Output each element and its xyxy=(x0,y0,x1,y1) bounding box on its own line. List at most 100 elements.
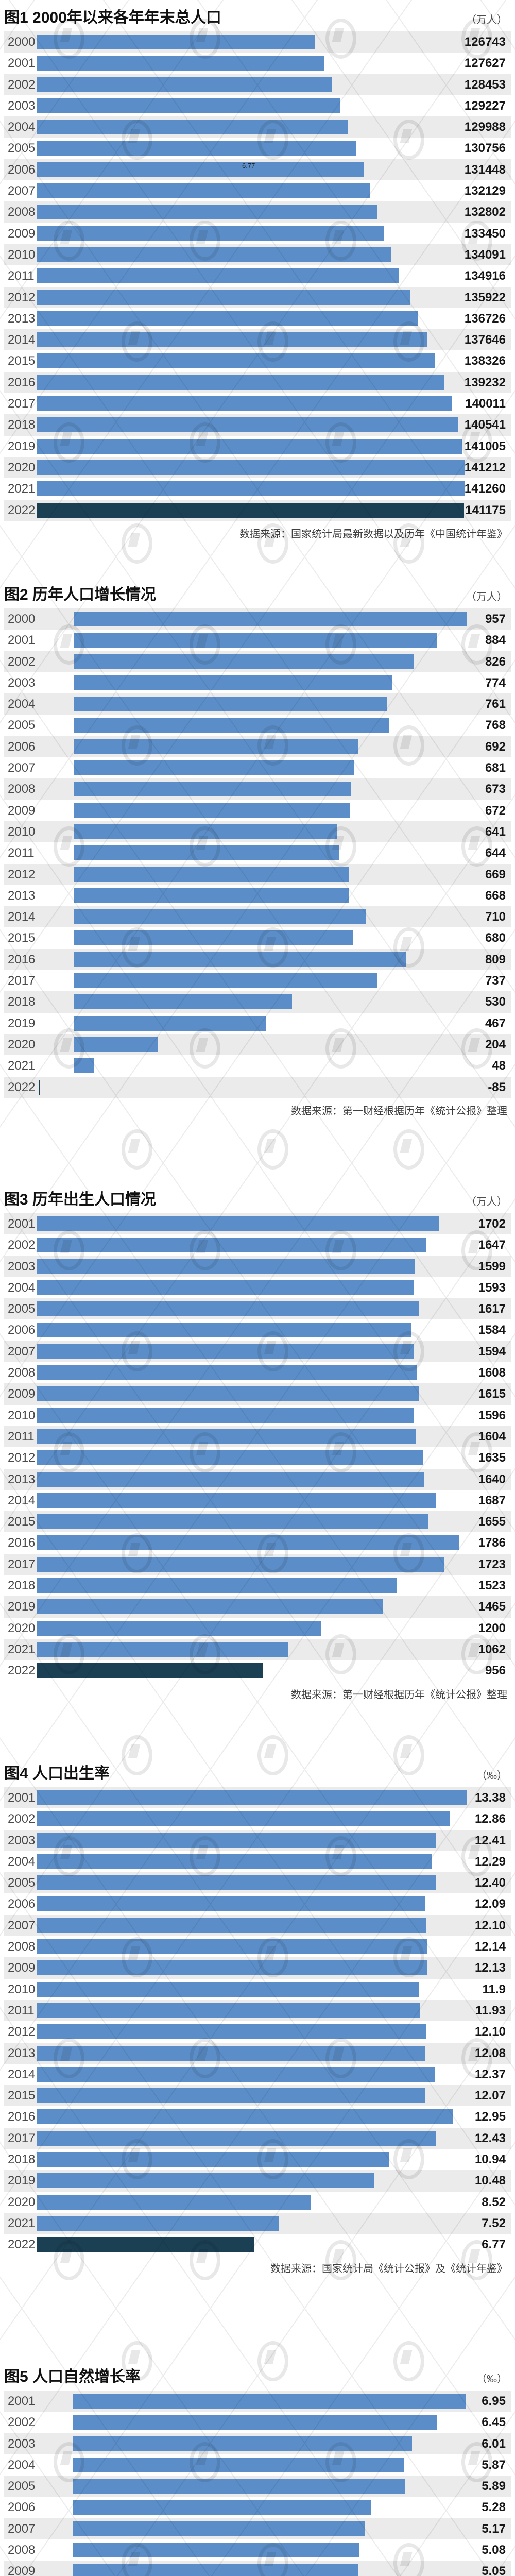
value-bar[interactable] xyxy=(37,1408,415,1423)
value-bar[interactable] xyxy=(74,760,354,776)
value-bar[interactable] xyxy=(74,930,354,946)
value-bar[interactable] xyxy=(37,481,466,497)
value-bar[interactable] xyxy=(74,952,407,967)
value-bar[interactable] xyxy=(74,994,292,1010)
value-bar[interactable] xyxy=(37,1280,414,1295)
value-bar[interactable] xyxy=(37,460,465,475)
value-bar[interactable] xyxy=(37,417,458,433)
value-bar[interactable] xyxy=(74,782,351,797)
value-bar[interactable] xyxy=(37,2130,437,2146)
value-bar[interactable] xyxy=(37,1535,459,1551)
value-bar[interactable] xyxy=(37,1790,467,1805)
value-bar[interactable] xyxy=(37,1259,415,1274)
value-bar[interactable] xyxy=(37,1599,384,1615)
value-bar[interactable] xyxy=(73,2436,413,2451)
value-bar[interactable] xyxy=(37,1365,417,1381)
value-bar[interactable] xyxy=(74,824,338,839)
value-bar[interactable] xyxy=(37,141,356,156)
value-bar[interactable] xyxy=(37,1875,436,1891)
value-bar[interactable] xyxy=(37,1896,426,1912)
value-bar[interactable] xyxy=(73,2500,371,2515)
value-bar[interactable] xyxy=(37,311,418,326)
value-bar[interactable] xyxy=(37,2024,426,2040)
value-bar[interactable] xyxy=(37,2194,311,2210)
value-bar[interactable] xyxy=(37,1918,426,1933)
value-bar[interactable] xyxy=(37,1238,426,1253)
value-bar[interactable] xyxy=(37,502,465,518)
value-bar[interactable] xyxy=(37,1493,436,1508)
value-label: 737 xyxy=(485,974,506,988)
value-bar[interactable] xyxy=(73,2564,358,2576)
value-bar[interactable] xyxy=(37,2152,389,2167)
value-bar[interactable] xyxy=(73,2415,437,2430)
value-bar[interactable] xyxy=(37,1578,397,1594)
value-bar[interactable] xyxy=(37,375,444,390)
value-bar[interactable] xyxy=(37,1450,424,1466)
value-bar[interactable] xyxy=(37,1620,321,1636)
value-bar[interactable] xyxy=(37,1216,439,1231)
value-bar[interactable] xyxy=(74,867,349,882)
value-bar[interactable] xyxy=(37,183,371,199)
value-bar[interactable] xyxy=(73,2521,365,2536)
value-bar[interactable] xyxy=(74,633,437,648)
value-bar[interactable] xyxy=(37,1323,411,1338)
value-bar[interactable] xyxy=(37,1811,451,1827)
value-bar[interactable] xyxy=(74,739,358,754)
value-bar[interactable] xyxy=(74,1037,158,1052)
value-bar[interactable] xyxy=(37,396,452,412)
value-bar[interactable] xyxy=(37,2215,279,2231)
value-bar[interactable] xyxy=(74,1058,94,1074)
value-bar[interactable] xyxy=(37,98,340,113)
value-bar[interactable] xyxy=(37,1556,444,1572)
value-bar[interactable] xyxy=(37,77,333,92)
value-bar[interactable] xyxy=(74,973,377,989)
value-bar[interactable] xyxy=(37,120,349,135)
value-bar[interactable] xyxy=(37,268,400,284)
value-bar[interactable] xyxy=(37,35,315,49)
value-bar[interactable] xyxy=(39,1079,40,1095)
value-bar[interactable] xyxy=(37,247,391,262)
value-bar[interactable] xyxy=(37,290,410,305)
value-bar[interactable] xyxy=(37,1386,419,1402)
value-bar[interactable] xyxy=(37,438,463,454)
value-bar[interactable] xyxy=(74,803,350,818)
value-bar[interactable] xyxy=(37,1981,420,1997)
value-bar[interactable] xyxy=(74,845,339,861)
value-bar[interactable] xyxy=(37,332,428,348)
value-bar[interactable] xyxy=(37,1429,416,1444)
value-bar[interactable] xyxy=(74,675,392,690)
value-bar[interactable] xyxy=(37,2088,425,2104)
value-bar[interactable] xyxy=(73,2479,406,2494)
value-bar[interactable] xyxy=(37,1960,427,1976)
value-bar[interactable] xyxy=(37,56,324,71)
value-bar[interactable] xyxy=(37,2066,435,2082)
value-bar[interactable] xyxy=(74,718,390,733)
value-bar[interactable] xyxy=(37,205,377,220)
value-bar[interactable] xyxy=(73,2457,405,2472)
value-bar[interactable] xyxy=(37,1471,425,1487)
value-bar[interactable] xyxy=(37,162,364,177)
value-bar[interactable] xyxy=(73,2543,360,2558)
value-bar[interactable] xyxy=(37,226,384,241)
value-bar[interactable] xyxy=(37,1301,419,1317)
value-bar[interactable] xyxy=(37,1854,432,1869)
value-bar[interactable] xyxy=(37,2109,453,2125)
value-bar[interactable] xyxy=(37,1641,288,1657)
value-bar[interactable] xyxy=(74,1015,266,1031)
value-bar[interactable] xyxy=(73,2394,466,2409)
value-bar[interactable] xyxy=(37,1833,436,1848)
value-bar[interactable] xyxy=(74,697,387,712)
value-bar[interactable] xyxy=(37,2237,255,2252)
value-bar[interactable] xyxy=(37,353,435,369)
value-bar[interactable] xyxy=(74,909,366,925)
value-bar[interactable] xyxy=(37,1344,414,1359)
value-bar[interactable] xyxy=(37,2045,425,2061)
value-bar[interactable] xyxy=(74,612,468,626)
value-bar[interactable] xyxy=(74,888,349,903)
value-bar[interactable] xyxy=(37,2173,374,2189)
value-bar[interactable] xyxy=(74,654,414,669)
value-bar[interactable] xyxy=(37,1939,427,1955)
value-bar[interactable] xyxy=(37,1663,263,1679)
value-bar[interactable] xyxy=(37,1514,428,1530)
value-bar[interactable] xyxy=(37,2003,421,2018)
